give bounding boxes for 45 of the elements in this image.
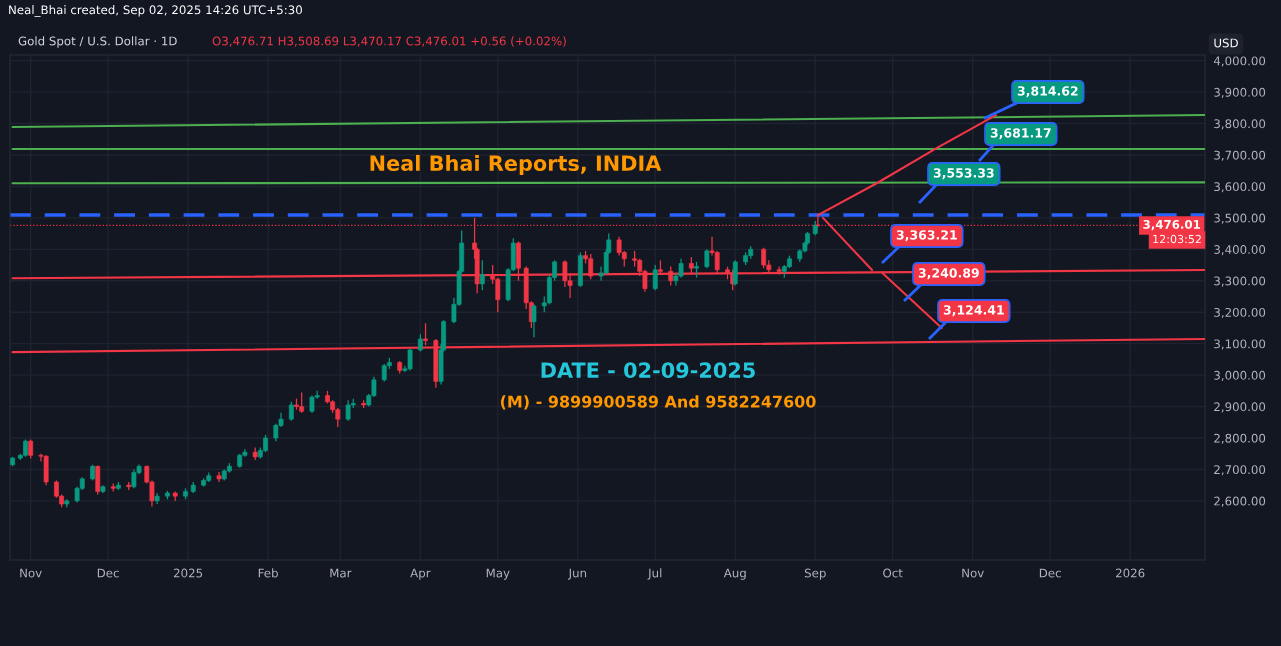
ref-line-label: 3,476.01 bbox=[1143, 219, 1201, 231]
annotation: 3,681.17 bbox=[990, 128, 1051, 140]
annotation: 3,363.21 bbox=[896, 230, 957, 242]
y-tick-label: 3,300.00 bbox=[1214, 276, 1266, 287]
x-tick-label: Oct bbox=[883, 568, 903, 578]
y-tick-label: 2,600.00 bbox=[1214, 496, 1266, 507]
x-tick-label: Nov bbox=[962, 568, 984, 578]
x-tick-label: Jun bbox=[567, 568, 587, 580]
annotation: 3,553.33 bbox=[933, 168, 994, 180]
x-tick-label: Aug bbox=[723, 568, 746, 580]
annotation: DATE - 02-09-2025 bbox=[541, 362, 755, 379]
chart-subtitle: O3,476.71 H3,508.69 L3,470.17 C3,476.01 +0.56 (+0.02%) bbox=[212, 36, 566, 47]
annotation: 3,240.89 bbox=[918, 268, 979, 280]
x-tick-label: Mar bbox=[330, 568, 352, 578]
y-tick-label: 3,600.00 bbox=[1214, 182, 1266, 193]
x-tick-label: Dec bbox=[97, 568, 119, 578]
y-tick-label: 3,200.00 bbox=[1214, 307, 1266, 319]
y-tick-label: 2,700.00 bbox=[1214, 465, 1266, 476]
y-tick-label: 2,800.00 bbox=[1214, 433, 1266, 444]
annotation: (M) - 9899900589 And 9582247600 bbox=[500, 395, 816, 410]
x-tick-label: Nov bbox=[20, 568, 42, 578]
annotation: 3,814.62 bbox=[1017, 86, 1078, 98]
annotation: 12:03:52 bbox=[1153, 234, 1201, 244]
text: USD bbox=[1214, 38, 1238, 48]
chart-title: Gold Spot / U.S. Dollar · 1D bbox=[18, 36, 177, 48]
x-tick-label: Jul bbox=[647, 568, 662, 580]
y-tick-label: 3,500.00 bbox=[1214, 213, 1266, 224]
y-tick-label: 3,000.00 bbox=[1214, 370, 1266, 381]
y-tick-label: 3,800.00 bbox=[1214, 119, 1266, 130]
y-tick-label: 3,900.00 bbox=[1214, 87, 1266, 98]
y-tick-label: 3,100.00 bbox=[1214, 339, 1266, 350]
y-tick-label: 2,900.00 bbox=[1214, 402, 1266, 413]
x-tick-label: Sep bbox=[804, 568, 826, 580]
x-tick-label: Dec bbox=[1039, 568, 1061, 578]
x-tick-label: May bbox=[486, 568, 510, 580]
y-tick-label: 4,000.00 bbox=[1213, 56, 1266, 67]
x-tick-label: 2025 bbox=[173, 568, 203, 578]
annotation: 3,124.41 bbox=[943, 305, 1004, 317]
annotation: Neal Bhai Reports, INDIA bbox=[370, 154, 662, 176]
x-tick-label: Feb bbox=[258, 568, 278, 578]
x-tick-label: 2026 bbox=[1115, 568, 1145, 578]
text: Neal_Bhai created, Sep 02, 2025 14:26 UTC+5:30 bbox=[9, 5, 302, 17]
y-tick-label: 3,700.00 bbox=[1214, 150, 1266, 161]
x-tick-label: Apr bbox=[410, 568, 431, 580]
y-tick-label: 3,400.00 bbox=[1214, 245, 1266, 256]
